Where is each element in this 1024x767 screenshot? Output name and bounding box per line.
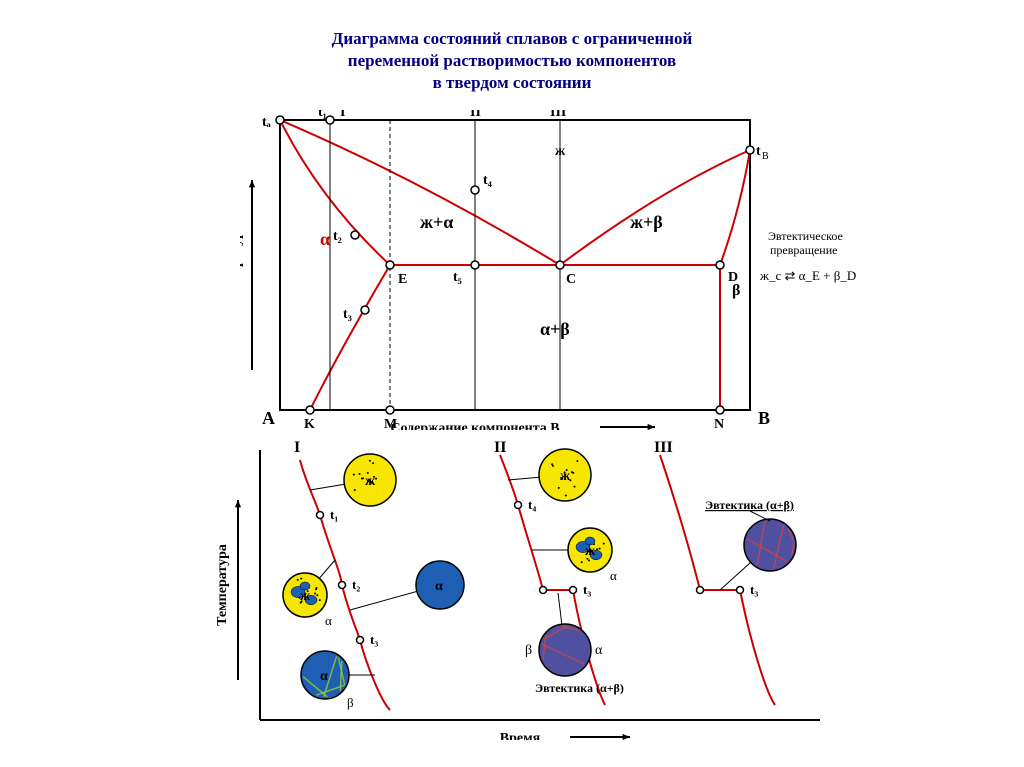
svg-text:ж: ж (555, 144, 566, 159)
svg-text:α: α (435, 579, 443, 594)
svg-text:t₃: t₃ (370, 632, 378, 647)
svg-text:t: t (756, 144, 761, 159)
phase-diagram: ТемператураСодержание компонента ВtₐtBAB… (240, 110, 880, 430)
svg-text:t₃: t₃ (750, 582, 758, 597)
svg-text:α: α (610, 568, 617, 583)
svg-text:tₐ: tₐ (262, 115, 271, 130)
svg-text:β: β (525, 643, 532, 658)
svg-text:Температура: Температура (240, 224, 244, 306)
svg-text:ж: ж (365, 474, 376, 489)
svg-text:β: β (347, 695, 354, 710)
svg-text:α+β: α+β (540, 319, 570, 339)
svg-text:t₅: t₅ (453, 270, 462, 285)
svg-text:B: B (762, 151, 769, 162)
svg-text:превращение: превращение (770, 243, 837, 257)
svg-text:III: III (550, 110, 566, 120)
svg-text:α: α (595, 643, 603, 658)
svg-text:Эвтектика (α+β): Эвтектика (α+β) (535, 681, 624, 695)
svg-text:t₁: t₁ (318, 110, 327, 120)
svg-text:A: A (262, 408, 275, 428)
svg-text:t₂: t₂ (333, 229, 342, 244)
svg-text:α: α (325, 613, 332, 628)
svg-text:α: α (320, 669, 328, 684)
svg-text:III: III (654, 440, 673, 456)
svg-text:Эвтектическое: Эвтектическое (768, 229, 843, 243)
svg-text:M: M (384, 417, 397, 430)
svg-text:E: E (398, 272, 407, 287)
svg-text:Время: Время (500, 731, 541, 740)
svg-text:II: II (470, 110, 481, 120)
svg-text:ж: ж (300, 589, 311, 604)
svg-text:Температура: Температура (215, 544, 230, 626)
cooling-curves: ТемператураВремяIt₁t₂t₃IIt₄t₃IIIt₃жжαααβ… (210, 440, 850, 740)
svg-text:Эвтектика (α+β): Эвтектика (α+β) (705, 498, 794, 512)
svg-text:ж+α: ж+α (420, 212, 453, 232)
svg-text:I: I (294, 440, 300, 456)
svg-text:N: N (714, 417, 724, 430)
svg-text:t₄: t₄ (483, 173, 493, 188)
svg-text:t₁: t₁ (330, 507, 338, 522)
svg-text:α: α (320, 229, 330, 249)
svg-text:ж_c ⇄ α_E + β_D: ж_c ⇄ α_E + β_D (759, 268, 856, 283)
svg-text:ж: ж (560, 469, 571, 484)
svg-text:I: I (340, 110, 345, 120)
svg-text:Содержание компонента В: Содержание компонента В (390, 421, 559, 430)
svg-text:C: C (566, 272, 576, 287)
svg-text:ж: ж (585, 544, 596, 559)
svg-text:ж+β: ж+β (630, 212, 663, 232)
svg-text:D: D (728, 270, 738, 285)
diagram-title: Диаграмма состояний сплавов с ограниченн… (0, 0, 1024, 94)
svg-text:B: B (758, 408, 770, 428)
svg-text:t₄: t₄ (528, 497, 536, 512)
svg-text:K: K (304, 417, 315, 430)
svg-text:II: II (494, 440, 506, 456)
svg-text:t₃: t₃ (343, 307, 352, 322)
svg-text:t₃: t₃ (583, 582, 591, 597)
svg-text:t₂: t₂ (352, 577, 360, 592)
